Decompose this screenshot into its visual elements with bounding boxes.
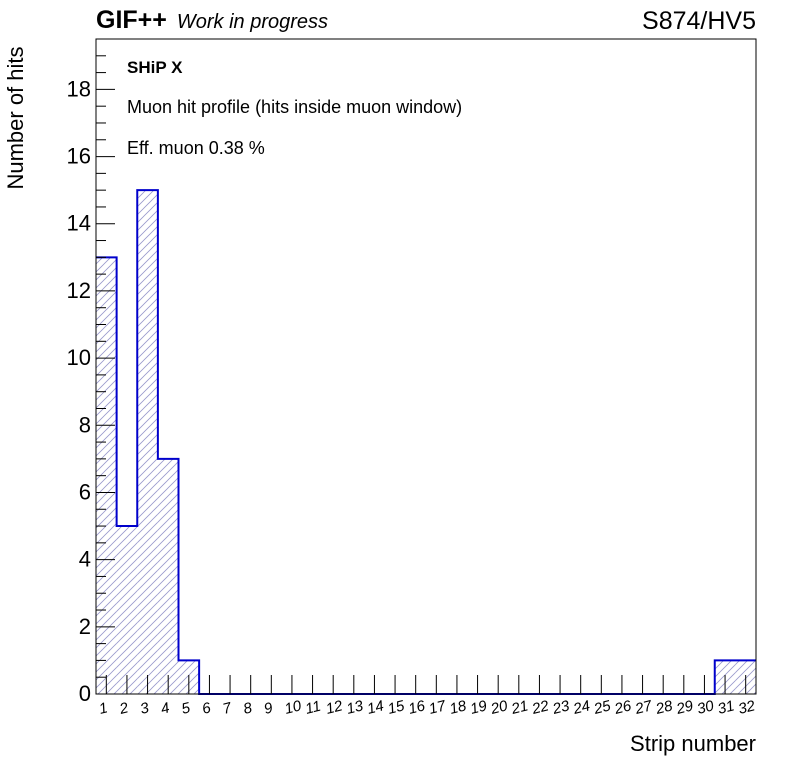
x-tick-label: 11 bbox=[303, 698, 322, 718]
histogram-fill-layer bbox=[96, 190, 756, 694]
y-tick-label: 14 bbox=[67, 211, 91, 236]
y-tick-label: 8 bbox=[79, 412, 91, 437]
x-tick-label: 30 bbox=[695, 697, 716, 718]
plot-annotation-efficiency: Eff. muon 0.38 % bbox=[127, 138, 265, 158]
x-tick-label: 9 bbox=[262, 699, 275, 718]
histogram-bar bbox=[96, 257, 117, 694]
x-tick-label: 1 bbox=[97, 699, 109, 718]
y-tick-label: 2 bbox=[79, 614, 91, 639]
x-tick-label: 31 bbox=[716, 697, 736, 718]
x-tick-label: 32 bbox=[737, 697, 758, 718]
x-tick-label: 8 bbox=[242, 699, 255, 718]
histogram-step-line bbox=[96, 189, 756, 695]
x-tick-label: 16 bbox=[407, 697, 428, 718]
x-axis-title: Strip number bbox=[630, 731, 756, 756]
x-tick-label: 3 bbox=[138, 699, 151, 718]
x-tick-label: 12 bbox=[324, 697, 345, 718]
x-tick-label: 29 bbox=[674, 697, 696, 718]
y-tick-label: 6 bbox=[79, 479, 91, 504]
header-brand-group: GIF++ Work in progress bbox=[96, 6, 328, 40]
run-label: S874/HV5 bbox=[642, 7, 756, 35]
plot-frame bbox=[95, 38, 757, 695]
x-tick-label: 19 bbox=[468, 697, 489, 718]
histogram-bar bbox=[116, 526, 138, 694]
x-tick-label: 15 bbox=[386, 697, 407, 718]
x-tick-label: 13 bbox=[345, 697, 366, 718]
x-tick-label: 21 bbox=[509, 697, 530, 718]
brand-label: GIF++ bbox=[96, 6, 167, 34]
x-tick-label: 23 bbox=[550, 697, 572, 718]
x-tick-label: 6 bbox=[200, 699, 213, 718]
y-tick-label: 4 bbox=[79, 547, 91, 572]
x-tick-label: 4 bbox=[159, 699, 171, 718]
x-tick-label: 17 bbox=[427, 697, 448, 718]
status-label: Work in progress bbox=[176, 11, 329, 33]
x-tick-label: 14 bbox=[365, 697, 385, 718]
x-tick-label: 27 bbox=[632, 697, 654, 718]
x-tick-label: 20 bbox=[488, 697, 510, 718]
x-tick-label: 25 bbox=[591, 697, 613, 718]
x-tick-label: 2 bbox=[117, 699, 131, 718]
y-tick-label: 12 bbox=[67, 278, 91, 303]
y-tick-label: 18 bbox=[67, 76, 91, 101]
x-tick-label: 26 bbox=[612, 697, 634, 718]
y-axis-ticks: 0 2 4 6 8 10 12 14 16 18 bbox=[67, 55, 115, 706]
y-tick-label: 16 bbox=[67, 144, 91, 169]
y-tick-label: 10 bbox=[67, 345, 91, 370]
plot-annotation-title: SHiP X bbox=[127, 58, 183, 77]
x-tick-label: 28 bbox=[653, 697, 675, 718]
x-tick-label: 22 bbox=[529, 697, 551, 718]
x-tick-label: 24 bbox=[571, 697, 592, 718]
histogram-outline-layer bbox=[96, 189, 756, 695]
plot-annotation-description: Muon hit profile (hits inside muon windo… bbox=[127, 97, 463, 117]
x-tick-label: 10 bbox=[283, 697, 304, 718]
y-tick-label: 0 bbox=[79, 681, 91, 706]
histogram-bar bbox=[137, 190, 158, 694]
x-tick-label: 5 bbox=[180, 699, 193, 718]
histogram-bar bbox=[157, 458, 179, 694]
x-tick-label: 18 bbox=[448, 697, 469, 718]
y-axis-title: Number of hits bbox=[3, 46, 28, 190]
x-tick-label: 7 bbox=[221, 699, 234, 718]
